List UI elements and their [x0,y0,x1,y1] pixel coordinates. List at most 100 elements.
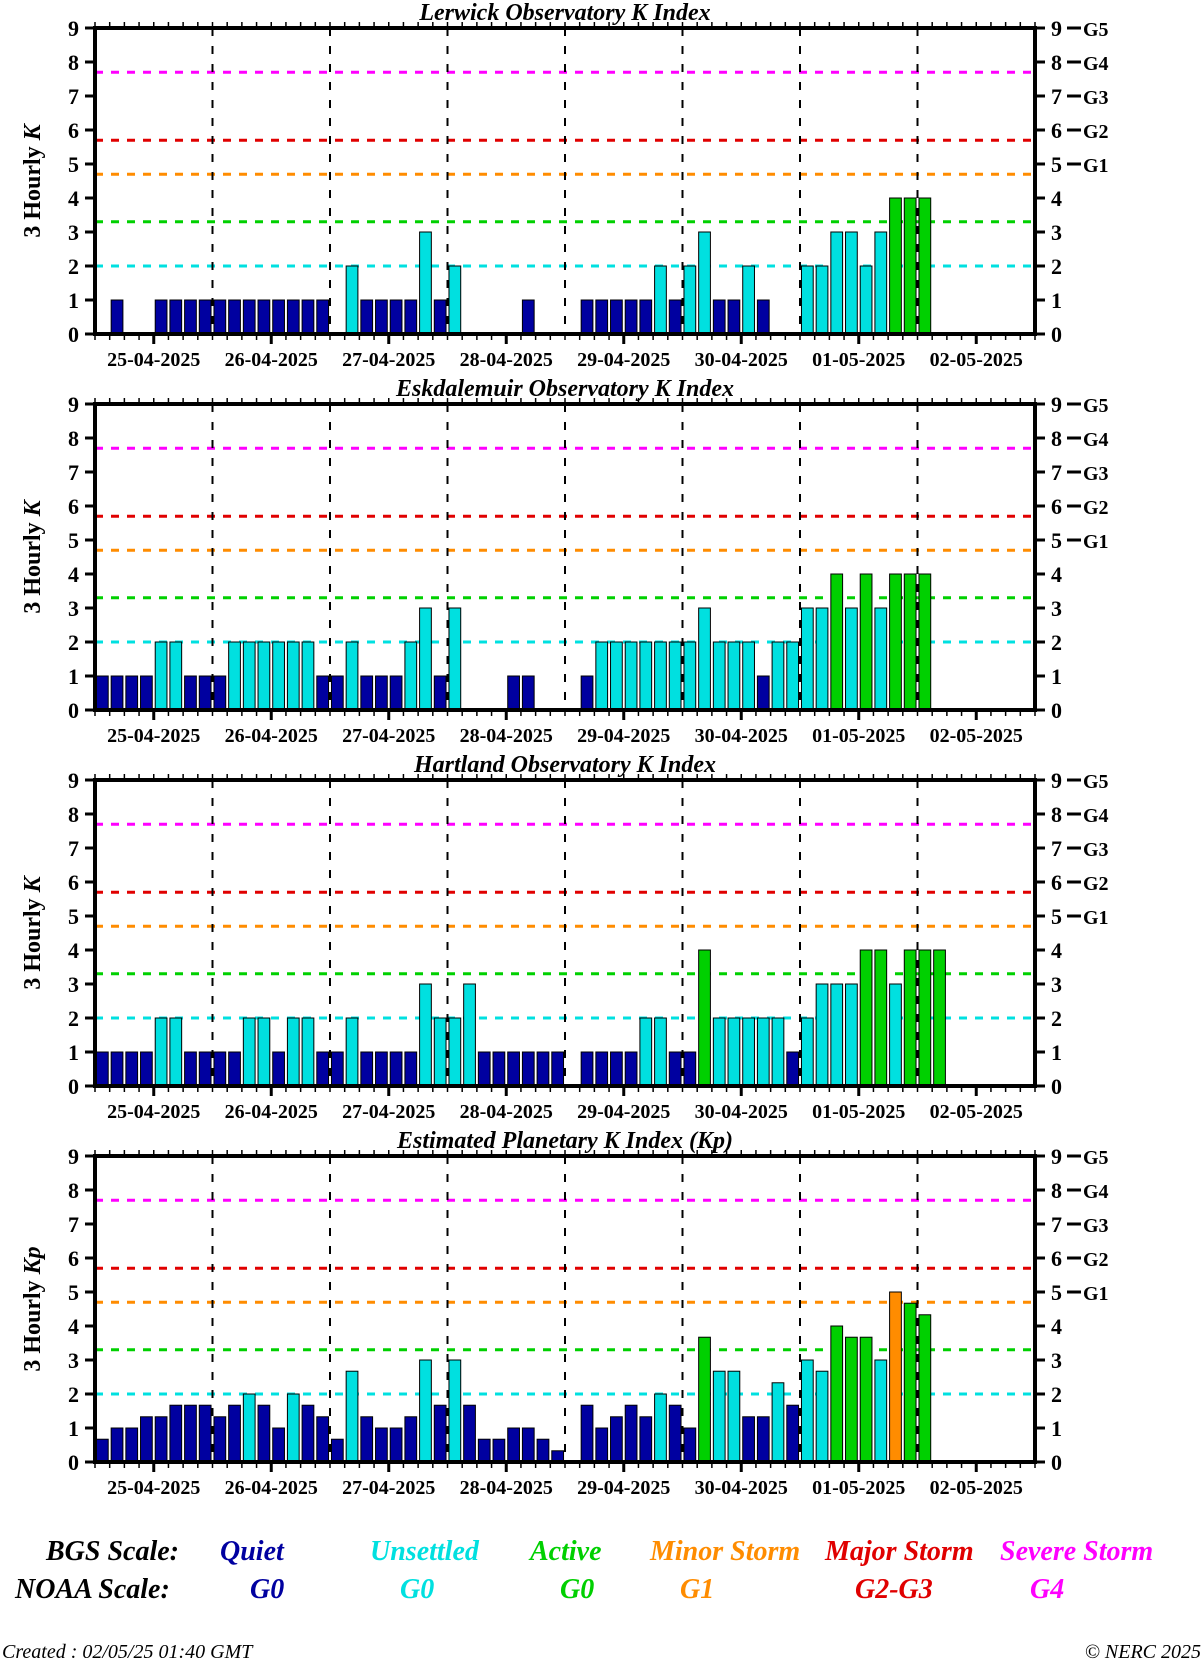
g-scale-label: G3 [1083,839,1109,861]
k-bar [816,266,828,334]
ytick-right: 1 [1051,1416,1062,1441]
k-bar [141,1052,153,1086]
k-bar [508,1428,520,1462]
k-bar [772,1383,784,1462]
k-bar [229,1405,241,1462]
k-bar [376,676,388,710]
k-bar [331,1439,343,1462]
k-bar [214,676,226,710]
y-axis-label: 3 Hourly K [20,498,46,613]
legend-bgs-cat: Minor Storm [649,1536,800,1567]
k-bar [522,676,534,710]
ytick-left: 6 [68,494,79,519]
k-bar [890,1292,902,1462]
ytick-left: 2 [68,254,79,279]
xtick-date: 28-04-2025 [460,349,553,371]
ytick-right: 3 [1051,596,1062,621]
g-scale-label: G5 [1083,771,1109,793]
xtick-date: 25-04-2025 [107,725,200,747]
k-bar [669,1052,681,1086]
k-bar [390,676,402,710]
xtick-date: 30-04-2025 [695,1477,788,1499]
panel-0: Lerwick Observatory K Index3 Hourly K001… [20,0,1109,371]
xtick-date: 26-04-2025 [225,1101,318,1123]
ytick-left: 4 [68,1314,79,1339]
g-scale-label: G5 [1083,395,1109,417]
k-bar [111,676,123,710]
g-scale-label: G1 [1083,531,1109,553]
ytick-right: 3 [1051,972,1062,997]
k-bar [816,984,828,1086]
g-scale-label: G4 [1083,53,1109,75]
k-bar [126,676,138,710]
g-scale-label: G1 [1083,1283,1109,1305]
legend-noaa-cat: G0 [400,1574,434,1605]
k-bar [522,1428,534,1462]
g-scale-label: G1 [1083,907,1109,929]
ytick-left: 8 [68,802,79,827]
ytick-left: 4 [68,186,79,211]
k-bar [155,300,167,334]
k-bar [199,300,211,334]
k-bar [141,1417,153,1462]
k-bar [772,642,784,710]
k-bar [302,1018,314,1086]
k-bar [655,1018,667,1086]
k-bar [258,300,270,334]
ytick-right: 4 [1051,938,1062,963]
panel-1: Eskdalemuir Observatory K Index3 Hourly … [20,376,1109,747]
k-bar [757,676,769,710]
ytick-left: 0 [68,1074,79,1099]
k-bar [522,300,534,334]
k-bar [537,1439,549,1462]
k-bar [434,1405,446,1462]
k-bar [420,232,432,334]
ytick-left: 7 [68,836,79,861]
xtick-date: 27-04-2025 [342,1477,435,1499]
k-bar [552,1052,564,1086]
k-bar [860,1337,872,1462]
k-bar [625,1052,637,1086]
k-bar [478,1439,490,1462]
k-bar [890,984,902,1086]
k-bar [199,1052,211,1086]
k-bar [302,1405,314,1462]
ytick-left: 1 [68,1040,79,1065]
ytick-right: 9 [1051,16,1062,41]
ytick-left: 7 [68,84,79,109]
ytick-left: 8 [68,1178,79,1203]
y-axis-label: 3 Hourly K [20,874,46,989]
k-bar [331,676,343,710]
xtick-date: 01-05-2025 [812,1477,905,1499]
ytick-right: 1 [1051,1040,1062,1065]
ytick-left: 0 [68,1450,79,1475]
k-bar [273,1052,285,1086]
k-bar [611,1052,623,1086]
ytick-left: 5 [68,152,79,177]
xtick-date: 01-05-2025 [812,725,905,747]
k-bar [390,1052,402,1086]
k-bar [655,266,667,334]
g-scale-label: G5 [1083,19,1109,41]
k-bar [464,1405,476,1462]
k-bar [214,1417,226,1462]
k-bar [625,642,637,710]
g-scale-label: G2 [1083,121,1109,143]
ytick-left: 7 [68,1212,79,1237]
legend-bgs-label: BGS Scale: [45,1536,179,1567]
ytick-right: 6 [1051,494,1062,519]
ytick-left: 6 [68,870,79,895]
legend-bgs-cat: Unsettled [370,1536,480,1567]
ytick-left: 8 [68,426,79,451]
ytick-right: 1 [1051,664,1062,689]
k-bar [655,1394,667,1462]
k-bar [904,574,916,710]
ytick-right: 5 [1051,904,1062,929]
legend-bgs-cat: Quiet [220,1536,285,1567]
g-scale-label: G1 [1083,155,1109,177]
k-bar [170,642,182,710]
panel-2: Hartland Observatory K Index3 Hourly K00… [20,752,1109,1123]
ytick-right: 7 [1051,460,1062,485]
k-bar [199,676,211,710]
k-bar [243,300,255,334]
